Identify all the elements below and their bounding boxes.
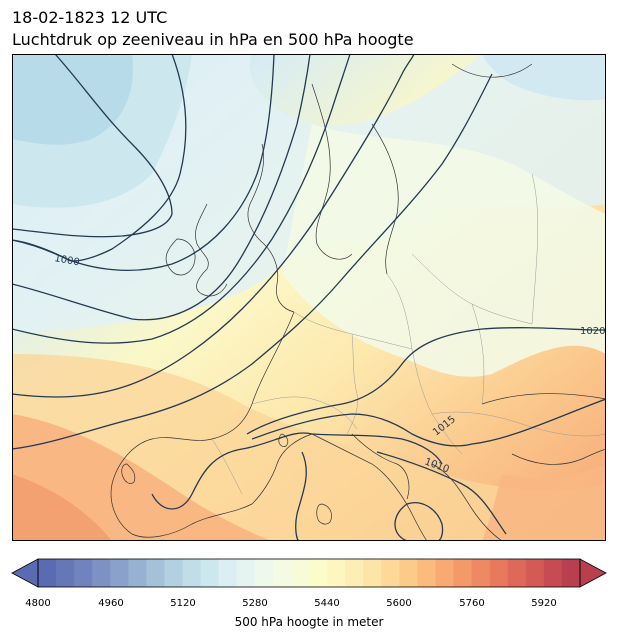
colorbar-cell [399,559,418,587]
colorbar-cell [290,559,310,587]
colorbar-cell [200,559,220,587]
colorbar-cell [218,559,238,587]
colorbar-tick: 5440 [314,598,340,609]
colorbar-cell [435,559,454,587]
colorbar-cell [74,559,93,587]
colorbar-cell [128,559,147,587]
colorbar-cell [56,559,75,587]
colorbar-cell [345,559,364,587]
colorbar-cells [38,559,581,587]
colorbar-cell [272,559,292,587]
colorbar-tick: 5600 [386,598,412,609]
height-bands [12,54,606,541]
isobar-label-1020: 1020 [580,326,605,337]
colorbar-tick: 5120 [170,598,196,609]
colorbar-cell [507,559,527,587]
colorbar-tick: 5920 [531,598,557,609]
colorbar-cell [489,559,509,587]
colorbar-cell [254,559,274,587]
country-borders [211,173,606,495]
colorbar [11,558,607,588]
map-datetime: 18-02-1823 12 UTC [12,8,168,27]
map-title: Luchtdruk op zeeniveau in hPa en 500 hPa… [12,30,414,49]
colorbar-max-arrow [579,558,607,588]
colorbar-cell [236,559,256,587]
colorbar-cell [38,559,57,587]
colorbar-tick: 5280 [242,598,268,609]
weather-map: 1000 1020 1015 1010 [12,54,606,541]
map-frame [12,54,606,541]
isobar-label-1000: 1000 [53,253,80,268]
colorbar-cell [525,559,545,587]
colorbar-cell [543,559,563,587]
colorbar-tick: 4800 [25,598,51,609]
colorbar-cell [471,559,491,587]
colorbar-min-arrow [11,558,39,588]
colorbar-cell [309,559,328,587]
colorbar-cell [92,559,111,587]
colorbar-tick: 4960 [98,598,124,609]
colorbar-tick: 5760 [459,598,485,609]
coastlines [110,63,606,541]
colorbar-cell [110,559,129,587]
colorbar-cell [182,559,201,587]
colorbar-cell [453,559,472,587]
colorbar-cell [381,559,400,587]
colorbar-outline [37,558,581,588]
colorbar-cell [146,559,165,587]
colorbar-cell [561,559,581,587]
isobars [12,54,606,541]
colorbar-cell [363,559,382,587]
colorbar-cell [417,559,436,587]
colorbar-cell [327,559,346,587]
colorbar-cell [164,559,183,587]
colorbar-label: 500 hPa hoogte in meter [234,615,384,629]
